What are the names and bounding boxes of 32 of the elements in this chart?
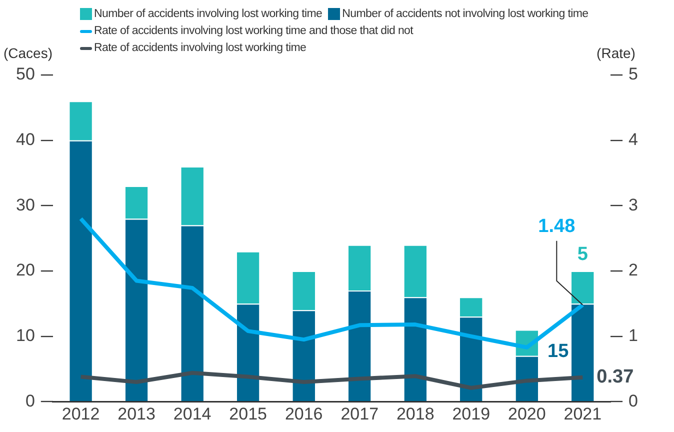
legend-label: Number of accidents involving lost working time: [94, 8, 322, 20]
y-tick-label: 20: [16, 260, 35, 280]
y2-tick-label: 1: [628, 326, 638, 345]
y-tick-label: 0: [25, 391, 35, 410]
y-tick-label: 10: [16, 326, 35, 345]
y-tick-label: 50: [16, 64, 35, 84]
y2-tick-label: 4: [628, 130, 638, 150]
data-label: 15: [548, 340, 570, 362]
y-axis-title: (Caces): [3, 44, 53, 61]
y2-tick-label: 2: [628, 260, 638, 280]
data-label: 1.48: [538, 216, 576, 238]
x-tick-label: 2017: [340, 404, 379, 424]
x-tick-label: 2016: [284, 404, 323, 424]
y2-axis-title: (Rate): [596, 44, 636, 61]
x-tick-label: 2012: [62, 404, 100, 424]
y2-tick-label: 0: [628, 391, 638, 410]
legend-label: Number of accidents not involving lost working time: [342, 8, 588, 20]
legend-label: Rate of accidents involving lost working time and those that did not: [94, 25, 414, 37]
data-label: 0.37: [596, 366, 634, 388]
y-tick-label: 40: [16, 130, 35, 150]
x-tick-label: 2018: [396, 404, 434, 424]
x-tick-label: 2021: [564, 404, 602, 424]
legend-label: Rate of accidents involving lost working time: [94, 42, 306, 54]
y2-tick-label: 5: [628, 64, 638, 84]
x-tick-label: 2020: [508, 404, 546, 424]
x-tick-label: 2014: [173, 404, 212, 424]
x-tick-label: 2015: [229, 404, 267, 424]
data-label: 5: [577, 244, 588, 266]
y-tick-label: 30: [16, 195, 35, 214]
x-tick-label: 2013: [118, 404, 156, 424]
y2-tick-label: 3: [628, 195, 638, 214]
x-tick-label: 2019: [452, 404, 490, 424]
